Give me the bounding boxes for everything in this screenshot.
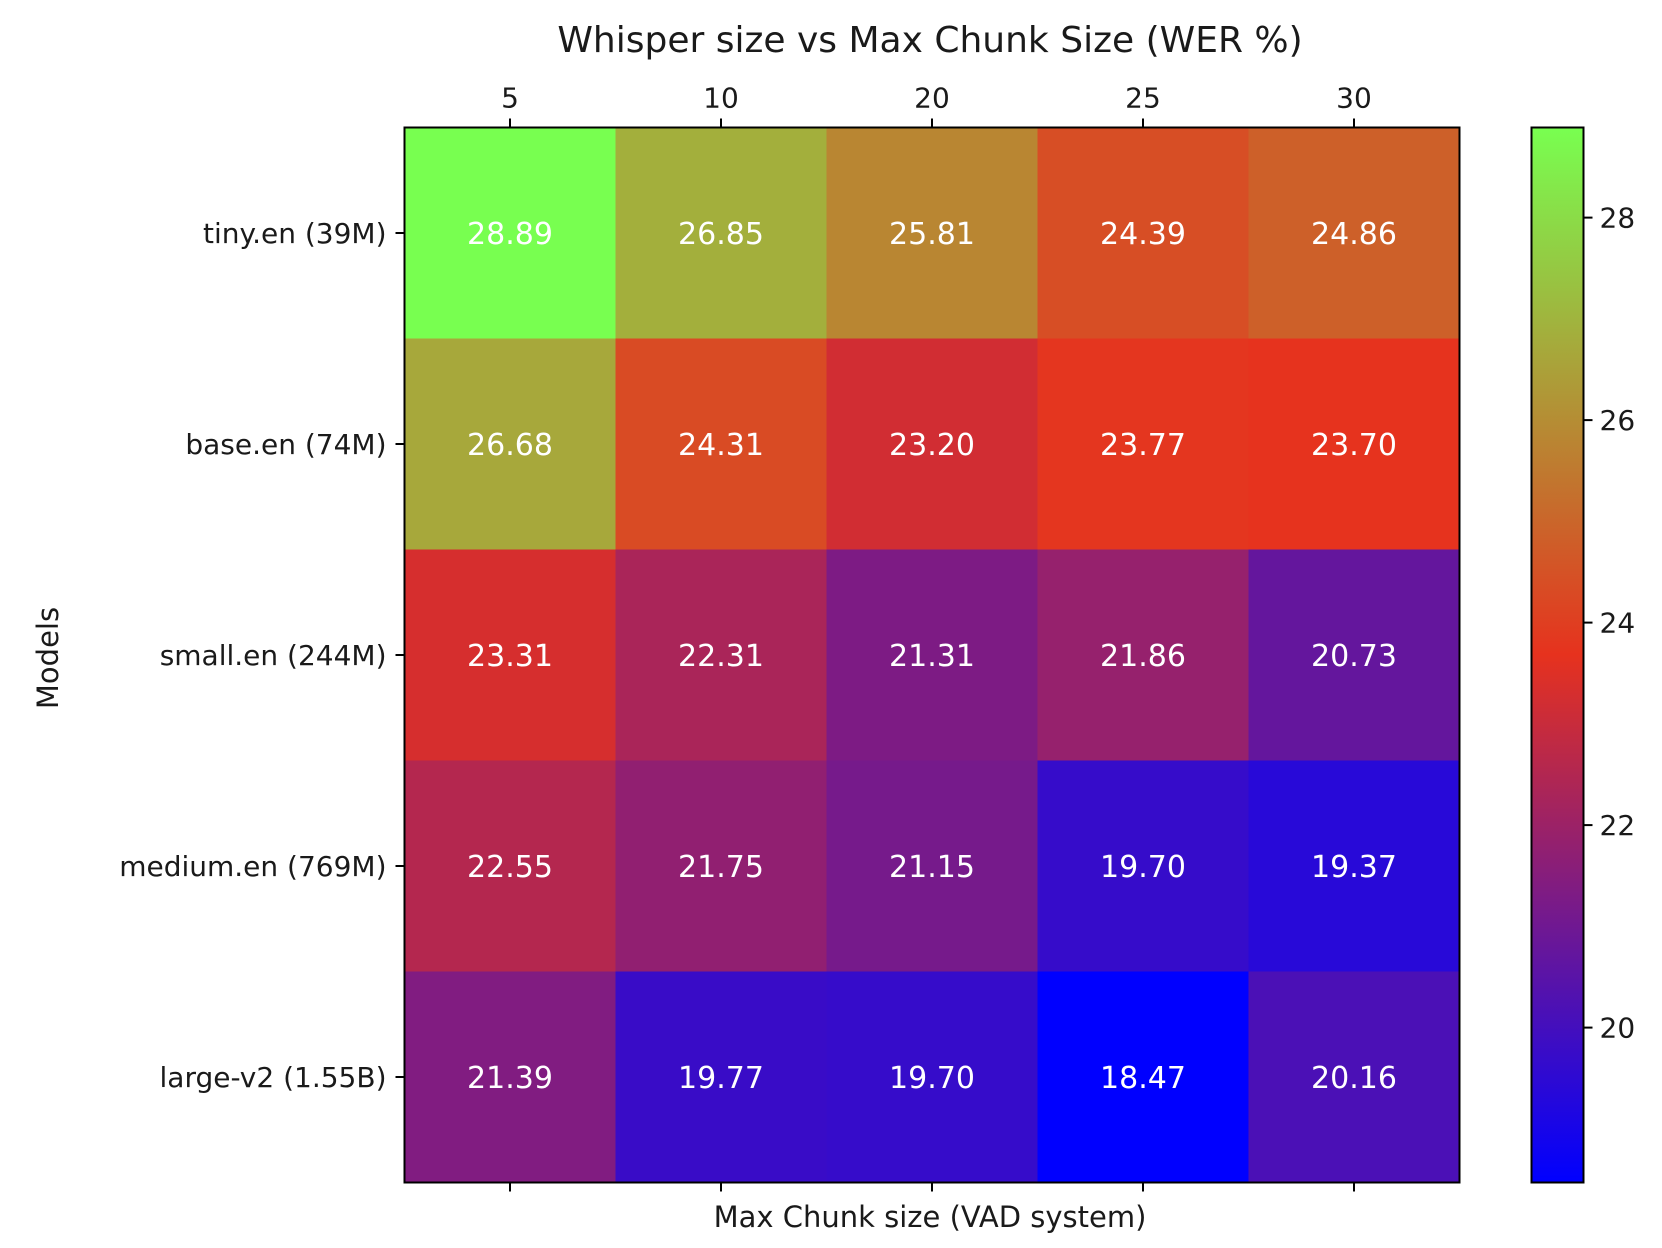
- heatmap-cell: [826, 549, 1039, 762]
- heatmap-cell: [615, 127, 828, 340]
- heatmap-cell: [615, 549, 828, 762]
- heatmap-cell: [404, 127, 617, 340]
- heatmap-cell: [1248, 127, 1461, 340]
- heatmap-cell: [1248, 760, 1461, 973]
- colorbar-tick-label: 26: [1600, 404, 1636, 437]
- cell-value-label: 25.81: [889, 217, 975, 252]
- colorbar-tick-label: 22: [1600, 809, 1636, 842]
- cell-value-label: 21.39: [467, 1061, 553, 1096]
- colorbar-ticks: 20 22 24 26 28: [1583, 202, 1636, 1045]
- heatmap-cell: [826, 971, 1039, 1184]
- cell-value-label: 22.55: [467, 850, 553, 885]
- colorbar-tick-label: 28: [1600, 202, 1636, 235]
- heatmap-cell: [1037, 338, 1250, 551]
- cell-value-label: 20.16: [1311, 1061, 1397, 1096]
- cell-value-label: 18.47: [1100, 1061, 1186, 1096]
- cell-value-label: 21.86: [1100, 639, 1186, 674]
- cell-value-label: 19.70: [1100, 850, 1186, 885]
- x-axis-ticks: 5 10 20 25 30: [501, 82, 1372, 1192]
- y-axis-ticks: tiny.en (39M) base.en (74M) small.en (244M…: [119, 217, 405, 1094]
- x-tick-label: 10: [703, 82, 739, 115]
- x-tick-label: 30: [1336, 82, 1372, 115]
- cell-value-label: 24.31: [678, 428, 764, 463]
- cell-value-label: 22.31: [678, 639, 764, 674]
- colorbar-tick-label: 24: [1600, 607, 1636, 640]
- x-axis-label: Max Chunk size (VAD system): [714, 1200, 1147, 1234]
- heatmap-cell: [404, 338, 617, 551]
- heatmap-cell: [404, 760, 617, 973]
- y-tick-label: tiny.en (39M): [203, 217, 387, 250]
- heatmap-cell: [826, 760, 1039, 973]
- cell-value-label: 19.77: [678, 1061, 764, 1096]
- cell-value-label: 21.31: [889, 639, 975, 674]
- cell-value-label: 19.37: [1311, 850, 1397, 885]
- y-axis-label: Models: [31, 607, 65, 709]
- heatmap-cell: [1037, 127, 1250, 340]
- cell-value-label: 19.70: [889, 1061, 975, 1096]
- x-tick-label: 5: [501, 82, 519, 115]
- cell-value-label: 23.20: [889, 428, 975, 463]
- heatmap-cell: [1037, 549, 1250, 762]
- heatmap-cell: [826, 338, 1039, 551]
- heatmap-cell: [615, 338, 828, 551]
- heatmap-cell: [615, 971, 828, 1184]
- cell-value-label: 20.73: [1311, 639, 1397, 674]
- colorbar: [1530, 126, 1585, 1184]
- cell-value-label: 21.15: [889, 850, 975, 885]
- heatmap-cell: [615, 760, 828, 973]
- heatmap-cell: [404, 549, 617, 762]
- y-tick-label: large-v2 (1.55B): [160, 1061, 387, 1094]
- cell-value-label: 23.70: [1311, 428, 1397, 463]
- y-tick-label: base.en (74M): [185, 428, 386, 461]
- cell-value-label: 24.86: [1311, 217, 1397, 252]
- cell-value-label: 24.39: [1100, 217, 1186, 252]
- cell-value-label: 23.31: [467, 639, 553, 674]
- cell-value-label: 23.77: [1100, 428, 1186, 463]
- heatmap-cell: [404, 971, 617, 1184]
- heatmap-cell: [1037, 760, 1250, 973]
- y-tick-label: medium.en (769M): [119, 850, 386, 883]
- heatmap-cell: [1248, 549, 1461, 762]
- colorbar-tick-label: 20: [1600, 1012, 1636, 1045]
- x-tick-label: 20: [914, 82, 950, 115]
- cell-value-label: 28.89: [467, 217, 553, 252]
- chart-title: Whisper size vs Max Chunk Size (WER %): [557, 20, 1302, 61]
- heatmap-cell: [1037, 971, 1250, 1184]
- heatmap-cell: [1248, 971, 1461, 1184]
- cell-value-label: 26.85: [678, 217, 764, 252]
- cell-value-label: 26.68: [467, 428, 553, 463]
- x-tick-label: 25: [1125, 82, 1161, 115]
- heatmap-cell: [1248, 338, 1461, 551]
- heatmap-cell-labels: 28.89 26.85 25.81 24.39 24.86 26.68 24.31 23.20…: [467, 217, 1397, 1096]
- heatmap-cell: [826, 127, 1039, 340]
- cell-value-label: 21.75: [678, 850, 764, 885]
- y-tick-label: small.en (244M): [160, 639, 387, 672]
- heatmap-cells: [404, 127, 1461, 1184]
